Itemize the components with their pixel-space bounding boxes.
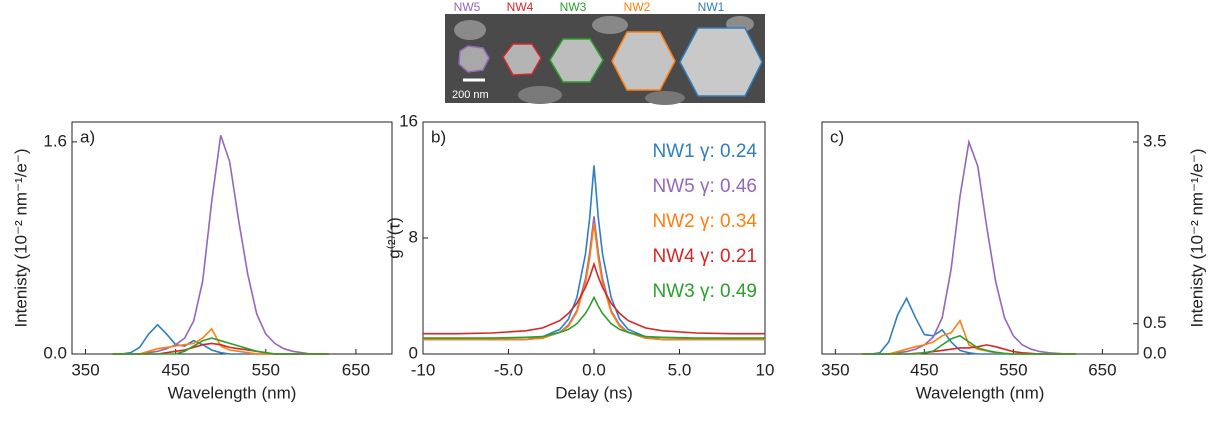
x-axis-label: Wavelength (nm) (168, 383, 297, 402)
legend-entry: NW4 γ: 0.21 (652, 246, 757, 267)
legend-entry: NW5 γ: 0.46 (652, 176, 757, 197)
inset-label: NW2 (624, 0, 651, 14)
x-tick-label: 10 (756, 360, 775, 379)
series-line (113, 135, 329, 354)
panel-label: a) (80, 127, 95, 146)
panel-label: b) (431, 127, 446, 146)
y-tick-label: 0.0 (43, 343, 67, 362)
x-tick-label: 650 (342, 360, 370, 379)
series-line (113, 325, 329, 354)
y-tick-label: 16 (399, 111, 418, 130)
x-tick-label: 450 (910, 360, 938, 379)
y-axis-label: Intenisty (10⁻² nm⁻¹/e⁻) (1187, 148, 1206, 327)
x-tick-label: 350 (821, 360, 849, 379)
y-axis-label: g⁽²⁾(τ) (384, 217, 403, 259)
series-line (862, 142, 1076, 354)
inset-label: NW3 (560, 0, 587, 14)
panel-label: c) (830, 127, 844, 146)
x-tick-label: 350 (71, 360, 99, 379)
x-tick-label: -10 (411, 360, 436, 379)
y-tick-label: 0.5 (1143, 313, 1167, 332)
y-tick-label: 8 (409, 227, 418, 246)
x-tick-label: 650 (1088, 360, 1116, 379)
series-line (423, 216, 765, 339)
x-axis-label: Delay (ns) (555, 383, 632, 402)
y-tick-label: 3.5 (1143, 131, 1167, 150)
inset-label: NW1 (698, 0, 725, 14)
scale-bar-label: 200 nm (452, 89, 489, 101)
legend-entry: NW2 γ: 0.34 (652, 211, 757, 232)
x-tick-label: 0.0 (582, 360, 606, 379)
x-axis-label: Wavelength (nm) (916, 383, 1045, 402)
plot-frame (72, 122, 392, 354)
y-tick-label: 1.6 (43, 131, 67, 150)
inset-label: NW5 (454, 0, 481, 14)
legend-entry: NW3 γ: 0.49 (652, 281, 757, 302)
x-tick-label: 5.0 (668, 360, 692, 379)
x-tick-label: 450 (161, 360, 189, 379)
sem-image: NW5 NW4 NW3 NW2 NW1 200 nm (445, 0, 765, 105)
x-tick-label: -5.0 (494, 360, 523, 379)
y-tick-label: 0.0 (1143, 343, 1167, 362)
y-axis-label: Intenisty (10⁻² nm⁻¹/e⁻) (11, 148, 30, 327)
legend-entry: NW1 γ: 0.24 (652, 141, 757, 162)
y-tick-label: 0 (409, 343, 418, 362)
plot-frame (822, 122, 1138, 354)
x-tick-label: 550 (999, 360, 1027, 379)
series-line (423, 297, 765, 338)
figure: NW5 NW4 NW3 NW2 NW1 200 nm 350 450 550 650 0.0 1.6… (0, 0, 1214, 424)
x-tick-label: 550 (252, 360, 280, 379)
inset-label: NW4 (507, 0, 534, 14)
